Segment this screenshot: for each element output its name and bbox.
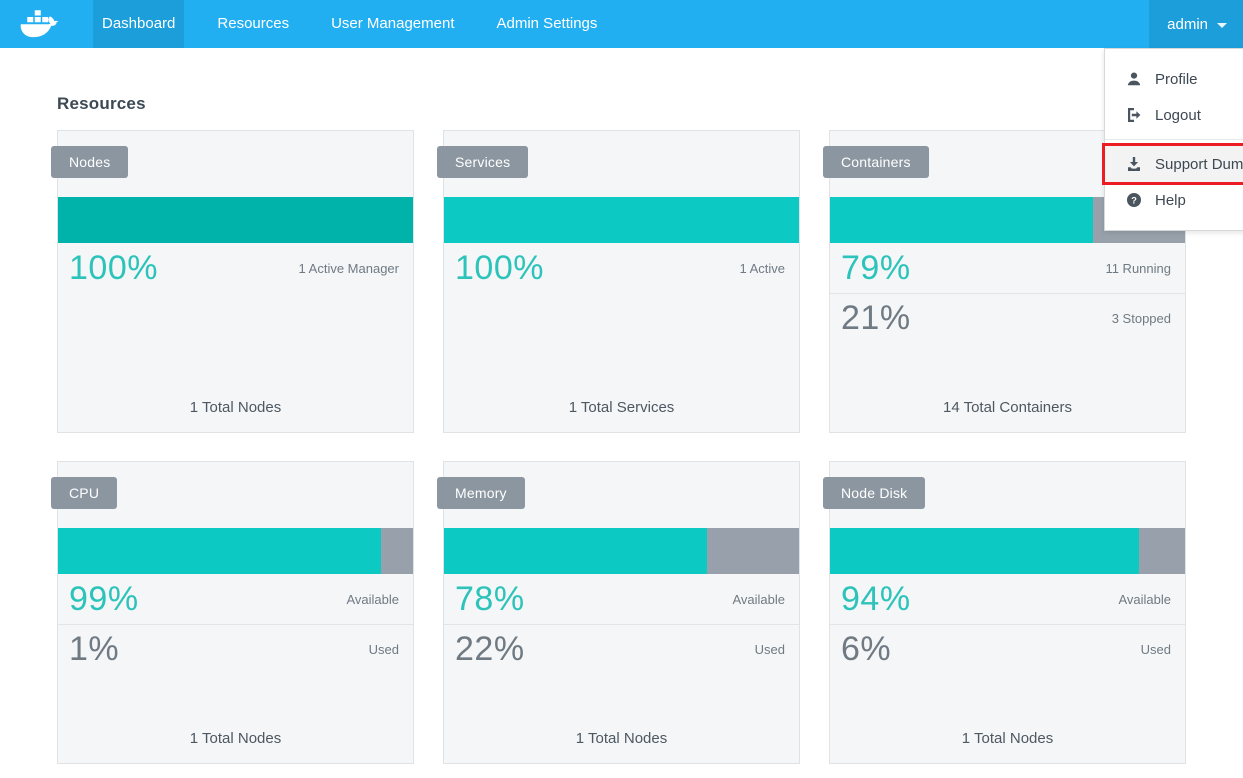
docker-whale-icon	[20, 9, 59, 37]
resource-card-memory[interactable]: Memory 78% Available 22% Used 1 Total Nodes	[437, 461, 800, 764]
card-title-badge: Nodes	[51, 146, 129, 178]
main-nav: Dashboard Resources User Management Admin S…	[93, 0, 606, 48]
usage-bar-segment	[706, 528, 799, 574]
logout-icon	[1126, 107, 1142, 123]
stat-label: Available	[732, 591, 785, 607]
card-footer: 1 Total Services	[568, 399, 675, 416]
menu-item-label: Logout	[1155, 106, 1201, 124]
nav-item-admin-settings[interactable]: Admin Settings	[496, 15, 598, 32]
stat-value: 6%	[841, 630, 892, 668]
usage-bar-segment	[830, 528, 1139, 574]
card-title-badge: Containers	[823, 146, 929, 178]
page-title: Resources	[57, 94, 146, 113]
menu-item-profile[interactable]: Profile	[1105, 61, 1243, 97]
nav-item-resources[interactable]: Resources	[217, 15, 290, 32]
card-footer: 1 Total Nodes	[575, 730, 668, 747]
card-title-badge: Memory	[437, 477, 525, 509]
card-title-badge: Services	[437, 146, 529, 178]
stat-label: Used	[754, 642, 785, 657]
stat-row: 1% Used	[58, 624, 413, 674]
stat-value: 99%	[69, 579, 139, 618]
stat-label: Used	[368, 642, 399, 657]
stat-value: 21%	[841, 299, 911, 337]
resource-card-containers[interactable]: Containers 79% 11 Running 21% 3 Stopped 14 …	[823, 130, 1186, 433]
card-stats: 94% Available 6% Used	[830, 574, 1185, 674]
help-icon: ?	[1126, 192, 1142, 208]
user-icon	[1126, 71, 1142, 87]
docker-logo[interactable]	[0, 0, 80, 48]
card-stats: 78% Available 22% Used	[444, 574, 799, 674]
stat-value: 78%	[455, 579, 525, 618]
svg-text:?: ?	[1131, 195, 1137, 206]
card-stats: 79% 11 Running 21% 3 Stopped	[830, 243, 1185, 343]
menu-divider	[1105, 139, 1243, 140]
card-stats: 100% 1 Active	[444, 243, 799, 293]
stat-value: 100%	[69, 248, 158, 287]
stat-value: 79%	[841, 248, 911, 287]
card-title-badge: Node Disk	[823, 477, 926, 509]
stat-value: 1%	[69, 630, 120, 668]
user-menu-trigger[interactable]: admin	[1149, 0, 1243, 48]
stat-label: Available	[346, 591, 399, 607]
usage-bar-segment	[1138, 528, 1185, 574]
resource-card-node-disk[interactable]: Node Disk 94% Available 6% Used 1 Total Nod…	[823, 461, 1186, 764]
usage-bar-segment	[444, 528, 707, 574]
card-stats: 99% Available 1% Used	[58, 574, 413, 674]
card-footer: 1 Total Nodes	[189, 730, 282, 747]
nav-item-dashboard[interactable]: Dashboard	[93, 0, 185, 48]
menu-item-logout[interactable]: Logout	[1105, 97, 1243, 133]
card-footer: 1 Total Nodes	[189, 399, 282, 416]
stat-row: 100% 1 Active Manager	[58, 243, 413, 293]
stat-value: 94%	[841, 579, 911, 618]
stat-label: Used	[1140, 642, 1171, 657]
resource-card-services[interactable]: Services 100% 1 Active 1 Total Services	[437, 130, 800, 433]
nav-item-user-management[interactable]: User Management	[331, 15, 455, 32]
stat-label: 1 Active	[739, 260, 785, 276]
usage-bar	[444, 528, 799, 574]
usage-bar	[444, 197, 799, 243]
user-dropdown-menu: Profile Logout Support Dump ? Help	[1104, 48, 1243, 231]
usage-bar	[58, 528, 413, 574]
stat-value: 22%	[455, 630, 525, 668]
stat-row: 99% Available	[58, 574, 413, 624]
usage-bar-segment	[830, 197, 1093, 243]
stat-row: 21% 3 Stopped	[830, 293, 1185, 343]
menu-item-help[interactable]: ? Help	[1105, 182, 1243, 218]
menu-item-label: Profile	[1155, 70, 1198, 88]
stat-label: 1 Active Manager	[298, 260, 399, 276]
stat-label: 3 Stopped	[1111, 311, 1171, 326]
usage-bar	[830, 528, 1185, 574]
usage-bar-segment	[58, 528, 382, 574]
stat-row: 22% Used	[444, 624, 799, 674]
download-icon	[1126, 156, 1142, 172]
stat-row: 100% 1 Active	[444, 243, 799, 293]
usage-bar-segment	[444, 197, 799, 243]
stat-row: 6% Used	[830, 624, 1185, 674]
resource-card-cpu[interactable]: CPU 99% Available 1% Used 1 Total Nodes	[51, 461, 414, 764]
card-footer: 14 Total Containers	[943, 399, 1072, 416]
stat-row: 94% Available	[830, 574, 1185, 624]
menu-item-support-dump[interactable]: Support Dump	[1105, 146, 1243, 182]
resource-card-nodes[interactable]: Nodes 100% 1 Active Manager 1 Total Nodes	[51, 130, 414, 433]
top-navbar: Dashboard Resources User Management Admin S…	[0, 0, 1243, 48]
usage-bar-segment	[381, 528, 413, 574]
resource-cards-grid: Nodes 100% 1 Active Manager 1 Total Nodes…	[51, 130, 1243, 764]
menu-item-label: Help	[1155, 191, 1186, 209]
chevron-down-icon	[1217, 22, 1227, 28]
card-title-badge: CPU	[51, 477, 118, 509]
stat-label: Available	[1118, 591, 1171, 607]
usage-bar-segment	[58, 197, 413, 243]
user-label: admin	[1167, 15, 1208, 33]
card-footer: 1 Total Nodes	[961, 730, 1054, 747]
menu-item-label: Support Dump	[1155, 155, 1243, 173]
stat-row: 78% Available	[444, 574, 799, 624]
stat-row: 79% 11 Running	[830, 243, 1185, 293]
stat-value: 100%	[455, 248, 544, 287]
card-stats: 100% 1 Active Manager	[58, 243, 413, 293]
usage-bar	[58, 197, 413, 243]
dashboard-content: Resources Nodes 100% 1 Active Manager 1 T…	[0, 48, 1243, 764]
stat-label: 11 Running	[1105, 260, 1171, 276]
